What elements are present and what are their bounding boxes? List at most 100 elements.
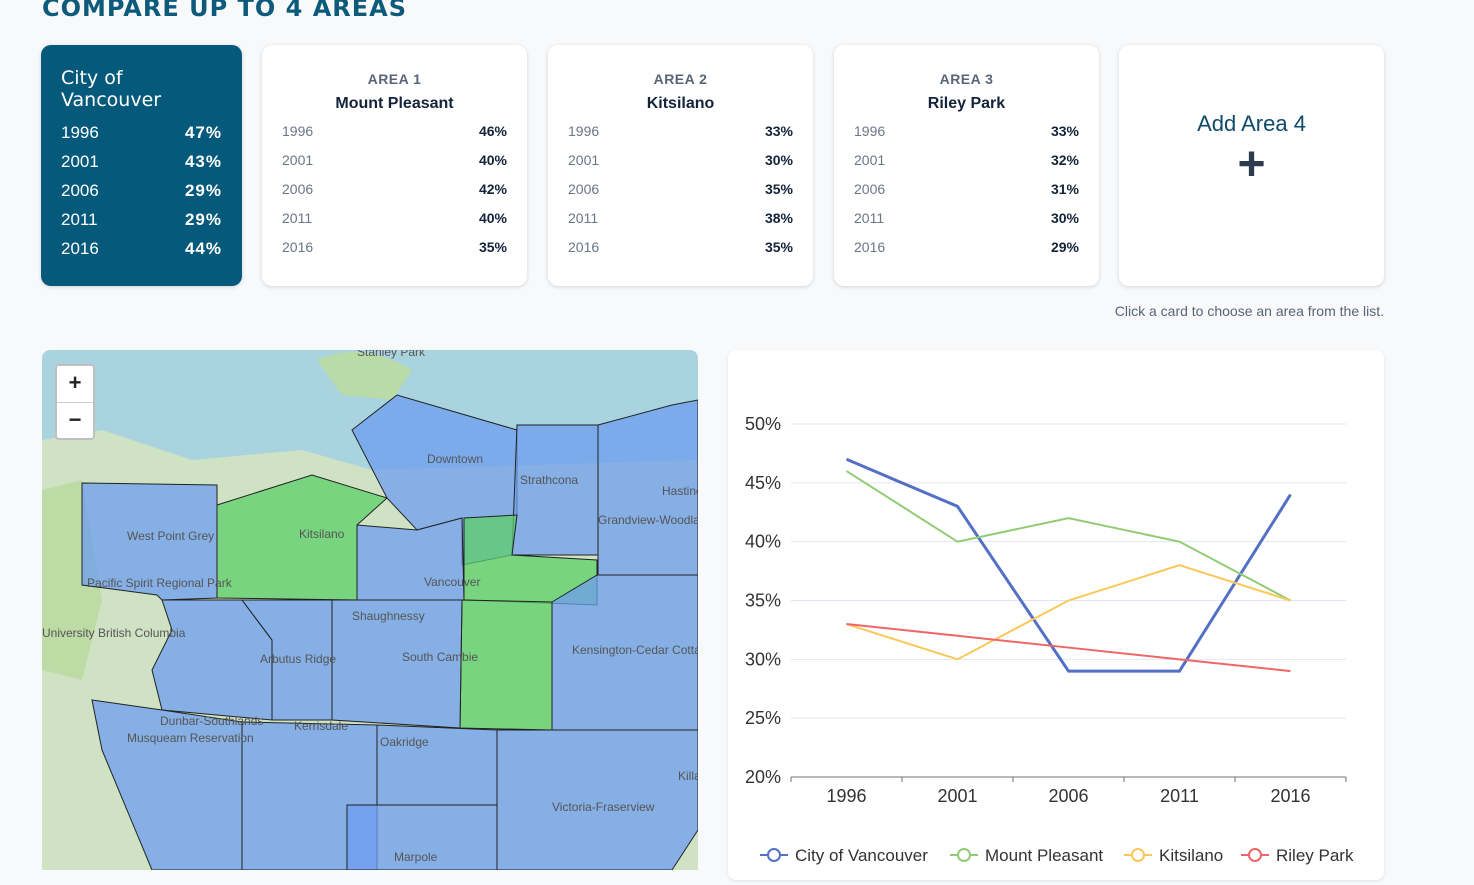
legend-circle-icon [768,849,780,861]
map-svg[interactable]: Stanley ParkDowntownStrathconaHastingsWe… [42,350,698,870]
map-label: West Point Grey [127,529,214,543]
area-label: AREA 3 [854,71,1079,87]
legend-item[interactable]: Riley Park [1241,846,1354,865]
year: 1996 [854,123,885,152]
year: 2001 [282,152,313,181]
legend-label: Kitsilano [1159,846,1223,865]
legend-circle-icon [1249,849,1261,861]
year: 2011 [568,210,598,239]
value: 29% [185,210,222,239]
year: 2016 [854,239,885,268]
legend-item[interactable]: Kitsilano [1124,846,1223,865]
legend-item[interactable]: Mount Pleasant [950,846,1103,865]
series-line-mount-pleasant [847,471,1291,600]
year-row: 1996 33% [568,123,793,152]
map-label: Musqueam Reservation [127,731,254,745]
value: 33% [765,123,793,152]
map-label: Kerrisdale [294,719,348,733]
district-dunbar[interactable] [152,600,272,720]
area-name: Riley Park [854,95,1079,113]
map-label: Hastings [662,484,698,498]
y-tick-label: 45% [745,473,781,493]
y-tick-label: 35% [745,591,781,611]
value: 35% [765,181,793,210]
value: 31% [1051,181,1079,210]
series-line-kitsilano [847,565,1291,659]
year: 2006 [61,181,99,210]
y-tick-label: 30% [745,649,781,669]
map-label: Oakridge [380,735,429,749]
district-riley-park[interactable] [460,600,552,730]
x-tick-label: 2001 [937,786,977,806]
value: 35% [479,239,507,268]
year: 2006 [282,181,313,210]
map-label: University British Columbia [42,626,186,640]
area-label: AREA 1 [282,71,507,87]
map[interactable]: Stanley ParkDowntownStrathconaHastingsWe… [42,350,698,870]
year-row: 2011 40% [282,210,507,239]
year: 1996 [282,123,313,152]
page-title: COMPARE UP TO 4 AREAS [42,0,407,22]
legend-circle-icon [1132,849,1144,861]
map-label: Arbutus Ridge [260,652,336,666]
zoom-in-button[interactable]: + [57,366,93,403]
y-tick-label: 20% [745,767,781,787]
map-label: Strathcona [520,473,578,487]
year: 2011 [282,210,312,239]
y-tick-label: 25% [745,708,781,728]
year: 2001 [568,152,599,181]
map-label: Kitsilano [299,527,345,541]
year: 2001 [854,152,885,181]
add-area-label: Add Area 4 [1119,111,1384,137]
year: 2011 [854,210,884,239]
year-row: 2006 31% [854,181,1079,210]
map-label: Marpole [394,850,438,864]
value: 43% [185,152,222,181]
value: 38% [765,210,793,239]
x-tick-label: 2006 [1048,786,1088,806]
map-label: Shaughnessy [352,609,425,623]
value: 40% [479,210,507,239]
year: 1996 [61,123,99,152]
value: 47% [185,123,222,152]
year: 2016 [568,239,599,268]
map-label: Stanley Park [357,350,426,359]
year: 2006 [568,181,599,210]
year-row: 2001 43% [61,152,222,181]
y-tick-label: 40% [745,532,781,552]
year-row: 2016 29% [854,239,1079,268]
legend-circle-icon [958,849,970,861]
value: 44% [185,239,222,268]
legend-label: Mount Pleasant [985,846,1103,865]
map-label: Grandview-Woodland [598,513,698,527]
area-label: AREA 2 [568,71,793,87]
legend-item[interactable]: City of Vancouver [760,846,928,865]
year: 1996 [568,123,599,152]
map-label: Victoria-Fraserview [552,800,655,814]
value: 29% [1051,239,1079,268]
area-name: Kitsilano [568,95,793,113]
year: 2001 [61,152,99,181]
zoom-out-button[interactable]: − [57,403,93,439]
area-name: Mount Pleasant [282,95,507,113]
add-area-card[interactable]: Add Area 4 + [1119,45,1384,286]
year: 2006 [854,181,885,210]
map-label: Kensington-Cedar Cottage [572,643,698,657]
x-tick-label: 2011 [1160,786,1199,806]
year: 2016 [61,239,99,268]
year-row: 2016 44% [61,239,222,268]
district-strathcona[interactable] [512,425,598,555]
city-name: City of Vancouver [61,67,222,111]
hint-text: Click a card to choose an area from the … [1115,303,1384,319]
